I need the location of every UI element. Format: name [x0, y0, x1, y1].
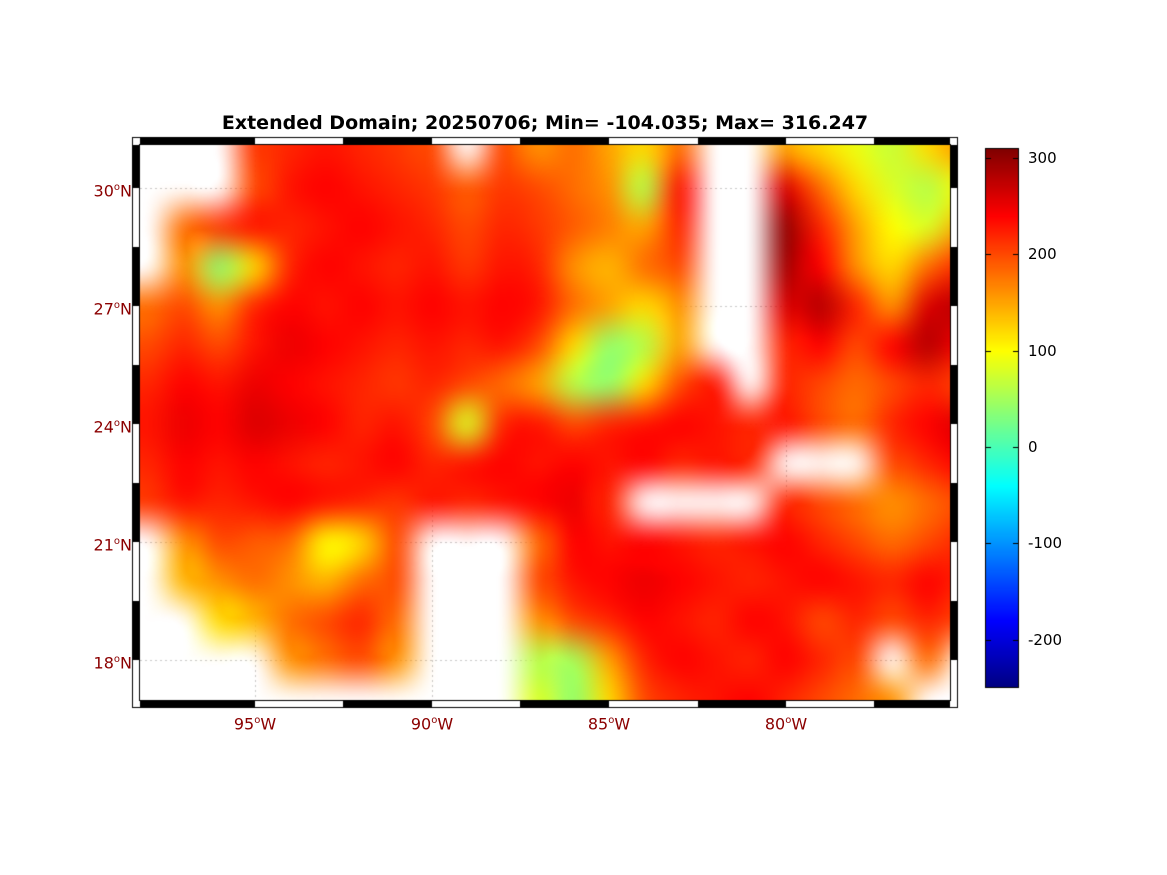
- lat-tick-label: 27oN: [93, 299, 132, 319]
- degree-sign: o: [431, 715, 438, 726]
- lon-tick-label: 80oW: [764, 714, 808, 734]
- degree-sign: o: [254, 715, 261, 726]
- degree-sign: o: [785, 715, 792, 726]
- lat-tick-label: 21oN: [93, 535, 132, 555]
- colorbar-tick-label: 100: [1028, 342, 1057, 360]
- lon-tick-label: 95oW: [233, 714, 277, 734]
- degree-sign: o: [113, 654, 121, 665]
- degree-sign: o: [113, 536, 121, 547]
- lon-tick-label: 85oW: [587, 714, 631, 734]
- lat-tick-label: 24oN: [93, 417, 132, 437]
- plot-title: Extended Domain; 20250706; Min= -104.035…: [221, 112, 869, 134]
- degree-sign: o: [113, 182, 121, 193]
- lat-tick-label: 18oN: [93, 653, 132, 673]
- degree-sign: o: [113, 300, 121, 311]
- colorbar-tick-label: 300: [1028, 149, 1057, 167]
- colorbar-tick-label: 200: [1028, 245, 1057, 263]
- colorbar-tick-label: 0: [1028, 438, 1038, 456]
- lat-tick-label: 30oN: [93, 181, 132, 201]
- lon-tick-label: 90oW: [410, 714, 454, 734]
- degree-sign: o: [113, 418, 121, 429]
- colorbar-tick-label: -100: [1028, 534, 1063, 552]
- colorbar-tick-label: -200: [1028, 631, 1063, 649]
- degree-sign: o: [608, 715, 615, 726]
